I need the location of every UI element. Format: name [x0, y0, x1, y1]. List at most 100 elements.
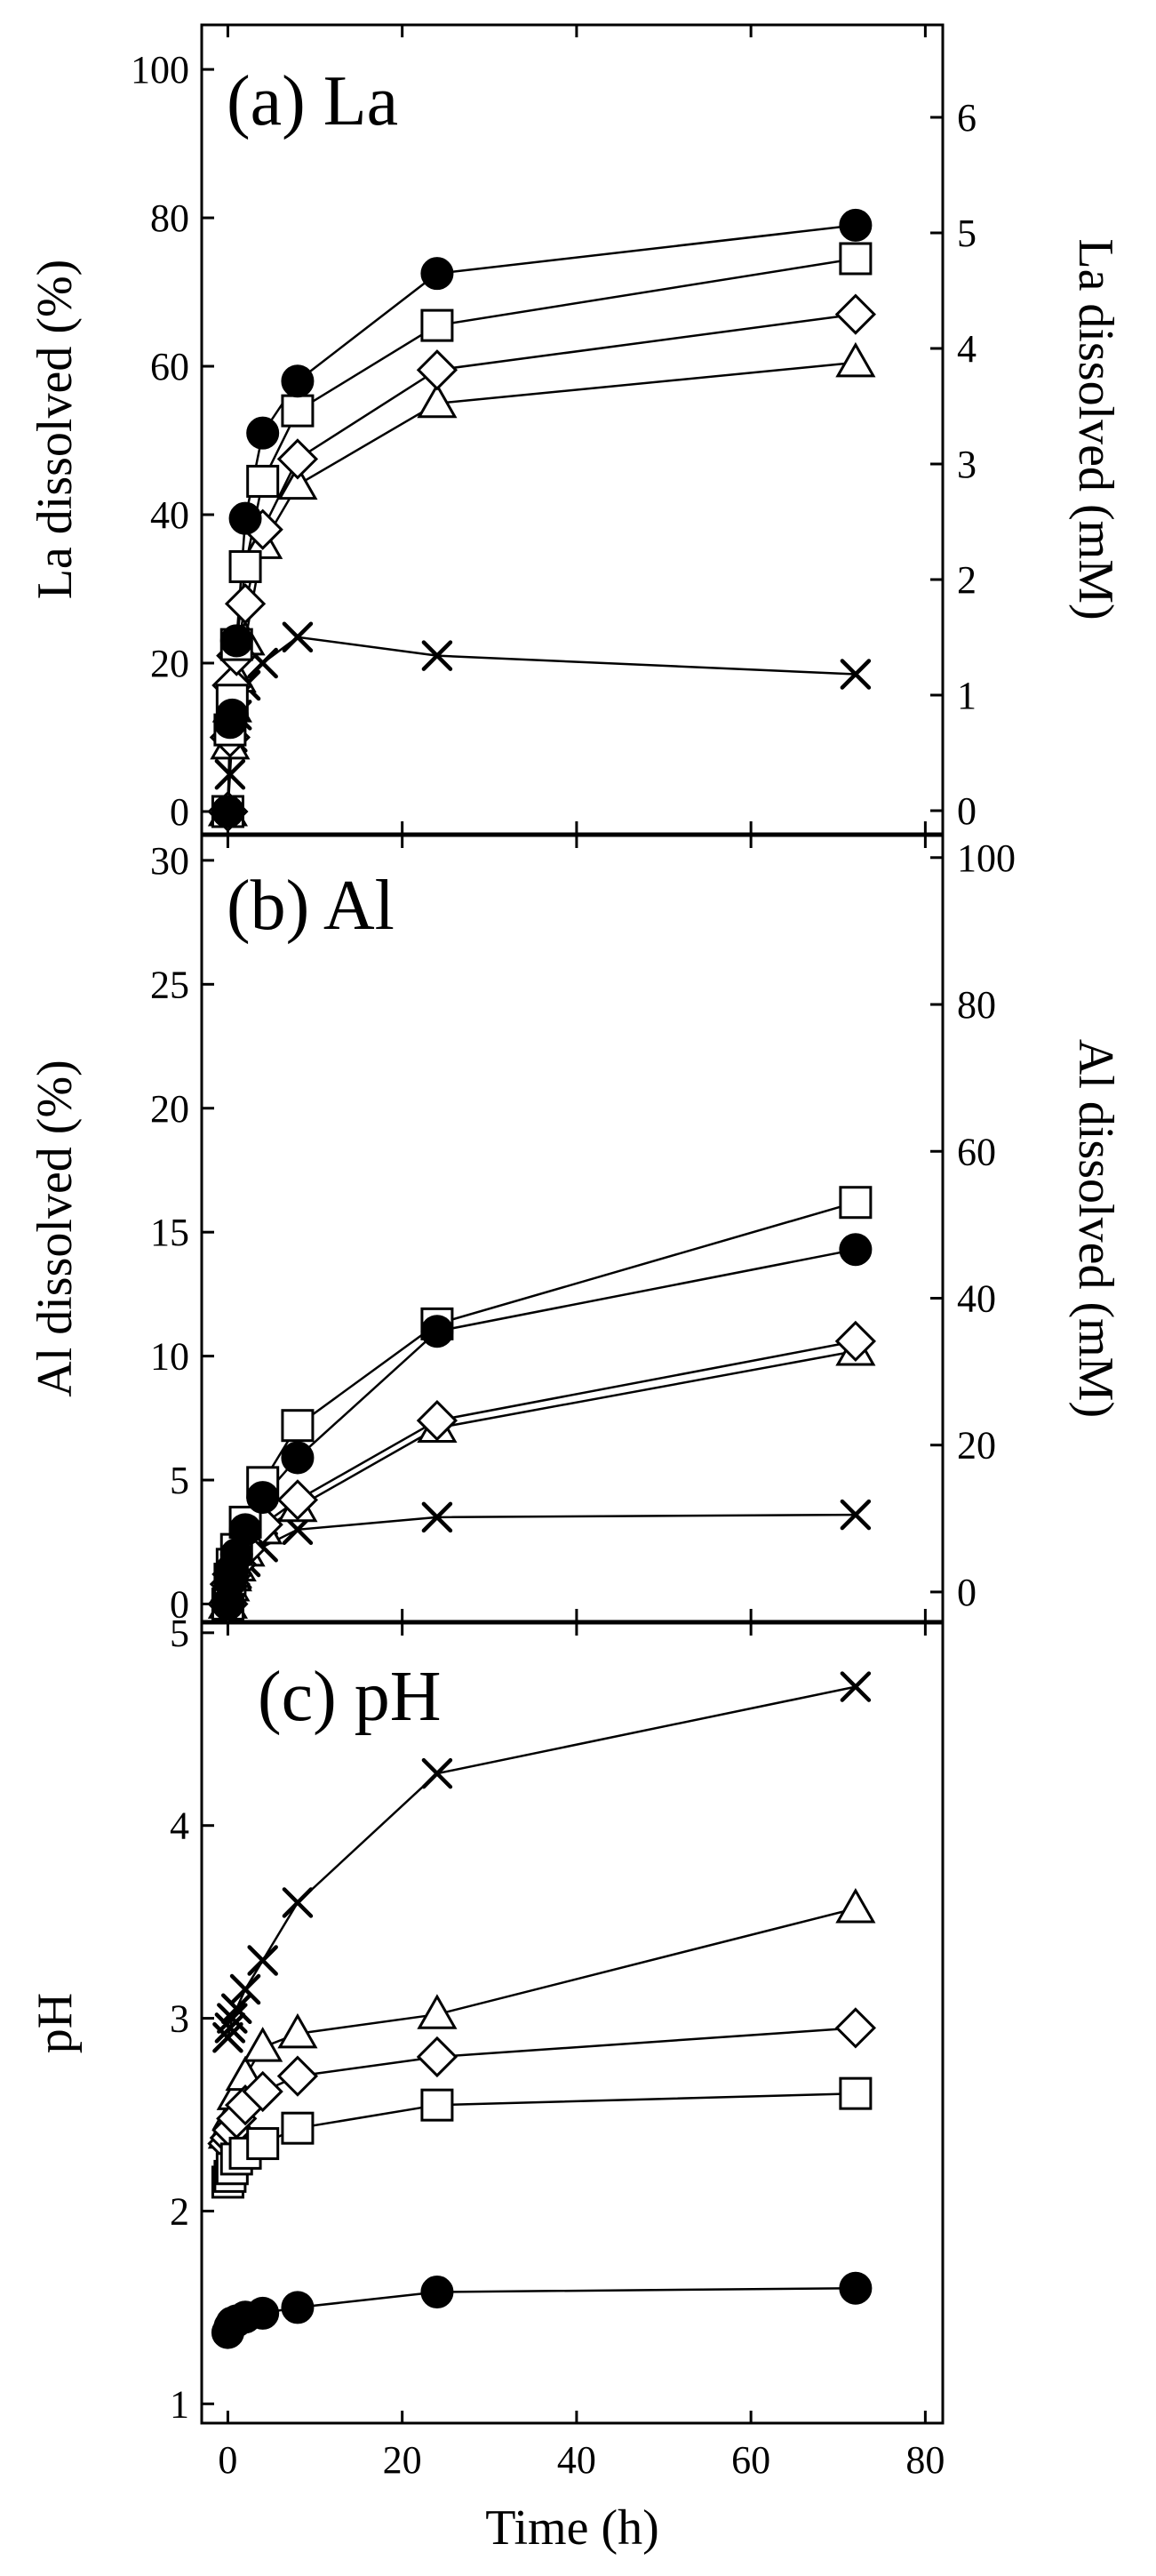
y-right-tick-label: 5 [957, 212, 977, 255]
y-tick-label: 1 [170, 2382, 189, 2426]
series-circle-line [227, 1248, 857, 1604]
y-tick-label: 3 [170, 1997, 189, 2041]
y-tick-label: 5 [170, 1612, 189, 1655]
series-square-point [246, 464, 280, 498]
y-tick-label: 0 [170, 1582, 189, 1626]
panel-b-ylabel-left: Al dissolved (%) [28, 1060, 83, 1397]
series-triangle-point [835, 341, 876, 378]
series-triangle-line [227, 1907, 857, 2134]
series-square-line [227, 1201, 857, 1604]
series-square-line [227, 2092, 856, 2183]
series-circle-point [420, 257, 454, 291]
panel-b-ylabel-right: Al dissolved (mM) [1068, 1039, 1123, 1418]
series-circle-point [246, 1481, 280, 1515]
series-x-line [227, 1513, 856, 1604]
series-circle-point [219, 624, 253, 658]
series-x-point [282, 1887, 314, 1918]
y-tick-label: 5 [170, 1459, 189, 1502]
panel-a-ylabel-right: La dissolved (mM) [1068, 238, 1123, 620]
series-x-point [220, 1993, 252, 2024]
panel-b-frame [200, 834, 945, 1623]
y-right-tick-label: 0 [957, 789, 977, 833]
y-tick-label: 60 [150, 345, 189, 388]
series-diamond-line [227, 1340, 857, 1604]
series-circle-line [227, 224, 857, 812]
series-circle-point [281, 1441, 315, 1475]
series-diamond-point [834, 1320, 877, 1363]
series-circle-point [281, 2291, 315, 2324]
series-square-point [281, 1409, 315, 1443]
series-triangle-point [835, 1887, 876, 1924]
series-circle-point [211, 795, 244, 828]
panel-b-al: (b) Al Al dissolved (%) Al dissolved (mM… [28, 834, 1123, 1626]
y-tick-label: 25 [150, 963, 189, 1006]
series-x-line [227, 636, 856, 812]
series-x-point [212, 2022, 243, 2053]
series-circle-point [839, 208, 873, 242]
series-diamond-point [416, 349, 458, 391]
series-x-point [282, 621, 314, 653]
series-circle-point [839, 2271, 873, 2305]
series-diamond-point [416, 1399, 458, 1442]
series-diamond-line [227, 313, 857, 812]
series-x-point [421, 640, 453, 671]
series-circle-point [246, 416, 280, 450]
y-right-tick-label: 60 [957, 1130, 996, 1173]
series-triangle-point [243, 2027, 283, 2062]
y-right-tick-label: 80 [957, 983, 996, 1027]
x-tick-label: 0 [218, 2438, 237, 2482]
panel-a-la: (a) La La dissolved (%) La dissolved (mM… [28, 23, 1123, 836]
series-x-point [217, 2003, 248, 2034]
series-diamond-point [834, 293, 877, 335]
series-circle-point [281, 364, 315, 398]
y-right-tick-label: 4 [957, 327, 977, 371]
series-x-point [840, 1671, 872, 1702]
y-tick-label: 2 [170, 2189, 189, 2233]
series-square-point [420, 2088, 454, 2122]
series-x-point [421, 1501, 453, 1533]
y-tick-label: 20 [150, 642, 189, 685]
y-tick-label: 20 [150, 1087, 189, 1131]
series-triangle-point [417, 382, 458, 419]
series-triangle-line [227, 361, 857, 812]
series-triangle-point [417, 1994, 458, 2029]
series-circle-point [420, 2276, 454, 2309]
series-diamond-point [276, 1479, 319, 1521]
x-tick-label: 40 [557, 2438, 596, 2482]
panel-a-ylabel-left: La dissolved (%) [28, 260, 83, 600]
series-square-line [227, 257, 857, 812]
y-tick-label: 80 [150, 196, 189, 240]
series-square-point [281, 394, 315, 428]
y-right-tick-label: 0 [957, 1571, 977, 1614]
series-square-point [839, 1186, 873, 1220]
series-diamond-point [276, 438, 319, 480]
series-circle-line [227, 2286, 856, 2333]
series-x-point [421, 1757, 453, 1789]
series-square-point [281, 2111, 315, 2145]
series-triangle-point [277, 464, 318, 500]
series-circle-point [839, 1233, 873, 1267]
y-right-tick-label: 1 [957, 674, 977, 717]
y-right-tick-label: 3 [957, 443, 977, 486]
series-square-point [839, 2076, 873, 2110]
series-square-point [246, 2127, 280, 2161]
series-circle-point [420, 1315, 454, 1348]
y-right-tick-label: 100 [957, 836, 1016, 880]
series-x-point [214, 758, 246, 790]
series-circle-point [228, 1513, 262, 1547]
panel-c-ph: (c) pH pH Time (h) 1 2 3 4 5 0 20 40 60 80 [28, 1612, 945, 2556]
series-square-point [228, 549, 262, 583]
panel-a-frame [200, 23, 945, 836]
y-tick-label: 100 [131, 48, 189, 92]
series-x-point [247, 1945, 278, 1976]
series-circle-point [228, 501, 262, 535]
series-diamond-point [834, 2007, 877, 2049]
series-diamond-point [242, 2070, 283, 2113]
y-right-tick-label: 6 [957, 96, 977, 140]
series-x-point [840, 659, 872, 690]
series-triangle-point [277, 2012, 318, 2049]
series-diamond-point [224, 583, 267, 625]
y-tick-label: 4 [170, 1804, 189, 1848]
series-circle-point [246, 2296, 280, 2330]
